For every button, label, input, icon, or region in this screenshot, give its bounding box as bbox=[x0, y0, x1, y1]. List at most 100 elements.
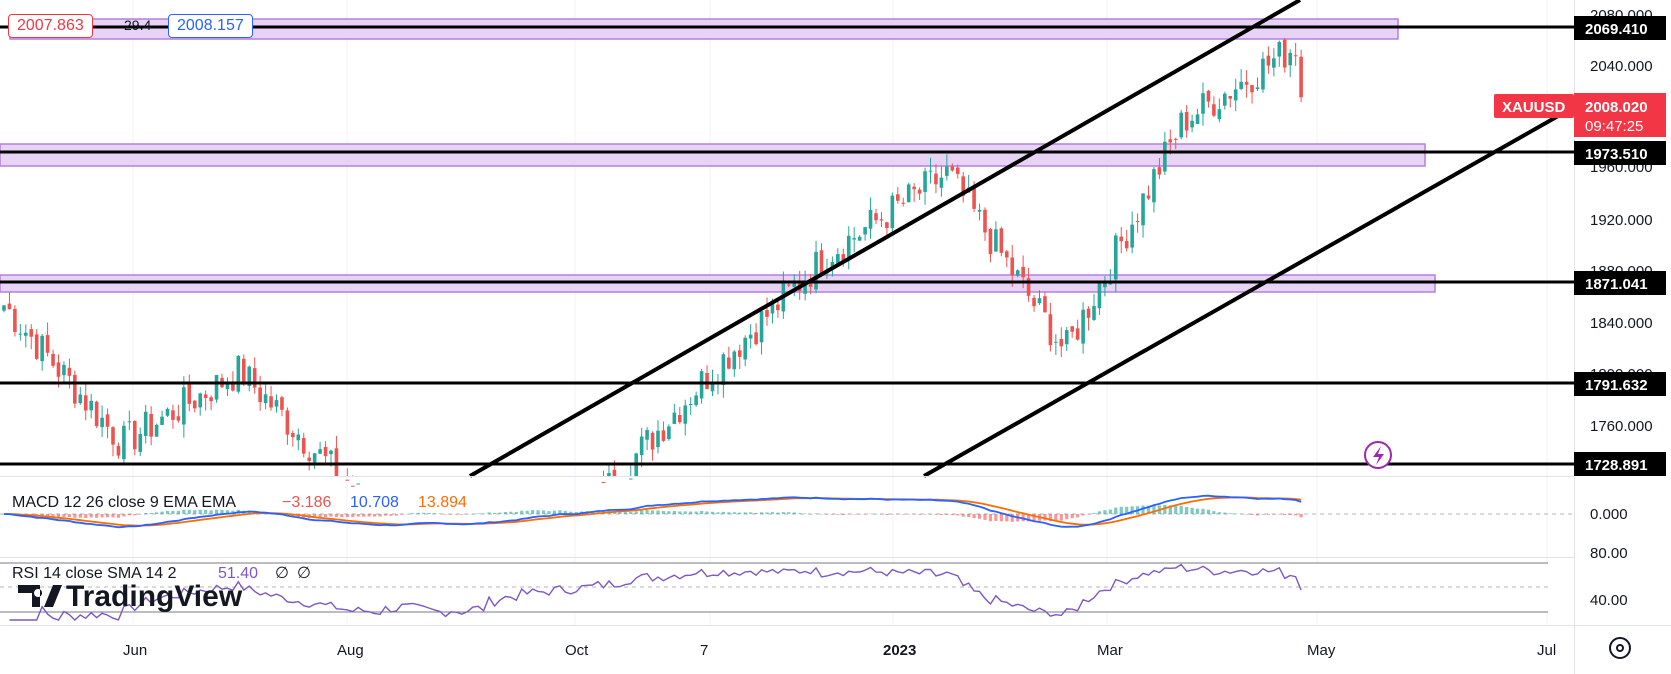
macd-histogram-bar bbox=[318, 514, 322, 518]
candle-body bbox=[1233, 89, 1238, 101]
candle-body bbox=[765, 310, 769, 317]
macd-histogram-bar bbox=[852, 514, 856, 515]
candle-body bbox=[945, 166, 949, 176]
candle-body bbox=[1032, 297, 1036, 307]
macd-histogram-bar bbox=[1283, 514, 1287, 515]
macd-histogram-bar bbox=[78, 514, 82, 518]
candle-body bbox=[1173, 138, 1178, 140]
settings-gear-icon[interactable] bbox=[1609, 637, 1631, 659]
zone-1973 bbox=[0, 143, 1426, 167]
macd-histogram-bar bbox=[1163, 505, 1167, 514]
macd-histogram-bar bbox=[836, 514, 840, 515]
candle-body bbox=[345, 479, 350, 481]
macd-histogram-bar bbox=[443, 514, 448, 515]
candle-body bbox=[1086, 308, 1091, 318]
candle-body bbox=[176, 416, 181, 421]
macd-histogram-bar bbox=[492, 512, 497, 514]
macd-histogram-bar bbox=[683, 511, 687, 514]
current-price-bg bbox=[1574, 93, 1666, 137]
candle-body bbox=[182, 387, 186, 425]
level-label-1871-bg bbox=[1574, 271, 1666, 295]
macd-legend[interactable]: MACD 12 26 close 9 EMA EMA −3.186 10.708… bbox=[12, 494, 467, 511]
macd-histogram-bar bbox=[187, 509, 191, 514]
candle-body bbox=[694, 395, 698, 406]
candle-body bbox=[961, 176, 965, 196]
candle-body bbox=[950, 166, 955, 171]
macd-histogram-bar bbox=[656, 510, 660, 514]
macd-histogram-bar bbox=[994, 514, 998, 521]
price-axis[interactable]: 2080.000 2040.000 1960.000 1920.000 1880… bbox=[1494, 7, 1666, 609]
macd-signal-value: 13.894 bbox=[418, 494, 467, 511]
macd-histogram-bar bbox=[977, 514, 982, 519]
macd-histogram-bar bbox=[1054, 514, 1058, 521]
lightning-icon[interactable] bbox=[1364, 441, 1392, 469]
candle-body bbox=[977, 209, 982, 212]
symbol-tag: XAUUSD bbox=[1502, 99, 1566, 116]
macd-histogram-bar bbox=[127, 514, 131, 516]
candle-body bbox=[1054, 341, 1058, 343]
macd-histogram-bar bbox=[541, 510, 546, 514]
macd-histogram-bar bbox=[716, 512, 720, 514]
macd-histogram-bar bbox=[1010, 514, 1014, 522]
candle-body bbox=[1114, 235, 1118, 280]
rsi-40-label: 40.00 bbox=[1590, 592, 1628, 609]
candle-body bbox=[269, 396, 273, 408]
candle-body bbox=[165, 408, 170, 416]
price-label-1920: 1920.000 bbox=[1590, 212, 1653, 229]
macd-histogram-bar bbox=[770, 512, 775, 514]
macd-histogram-bar bbox=[345, 514, 349, 518]
macd-histogram-bar bbox=[1294, 514, 1298, 516]
macd-histogram-bar bbox=[1195, 508, 1200, 514]
macd-histogram-bar bbox=[950, 514, 954, 516]
candle-body bbox=[1272, 58, 1276, 68]
candle-body bbox=[1201, 93, 1205, 114]
macd-histogram-bar bbox=[841, 514, 845, 516]
candle-body bbox=[356, 483, 361, 485]
candle-body bbox=[236, 356, 241, 392]
macd-histogram-bar bbox=[1239, 513, 1243, 515]
macd-histogram-bar bbox=[323, 514, 328, 518]
macd-histogram-bar bbox=[749, 512, 753, 514]
macd-histogram-bar bbox=[1234, 513, 1238, 515]
candle-body bbox=[1282, 39, 1287, 68]
macd-histogram-bar bbox=[454, 514, 458, 515]
macd-histogram-bar bbox=[1201, 508, 1205, 514]
candle-body bbox=[100, 417, 104, 428]
macd-histogram-bar bbox=[809, 514, 813, 515]
macd-histogram-bar bbox=[896, 514, 900, 515]
macd-histogram-bar bbox=[1130, 506, 1134, 514]
candle-body bbox=[748, 334, 753, 339]
rsi-legend[interactable]: RSI 14 close SMA 14 2 51.40 ∅ ∅ bbox=[12, 565, 311, 582]
candle-body bbox=[29, 329, 34, 337]
bid-price-box[interactable]: 2007.863 bbox=[8, 14, 93, 38]
candle-body bbox=[247, 366, 252, 386]
candle-body bbox=[754, 332, 758, 345]
candle-body bbox=[1146, 195, 1151, 199]
macd-histogram-bar bbox=[231, 510, 235, 514]
candle-body bbox=[1277, 41, 1282, 57]
macd-histogram-bar bbox=[667, 511, 671, 514]
macd-histogram-bar bbox=[1146, 505, 1151, 514]
macd-histogram-bar bbox=[743, 512, 747, 514]
macd-histogram-bar bbox=[1168, 505, 1172, 514]
candle-body bbox=[1190, 120, 1194, 128]
macd-histogram-bar bbox=[356, 514, 360, 517]
ask-price-box[interactable]: 2008.157 bbox=[168, 14, 253, 38]
macd-histogram-bar bbox=[498, 512, 502, 514]
macd-histogram-bar bbox=[1027, 514, 1031, 522]
time-label-mar: Mar bbox=[1097, 642, 1123, 659]
candle-body bbox=[318, 449, 322, 454]
macd-histogram-bar bbox=[759, 512, 764, 514]
macd-histogram-bar bbox=[291, 514, 295, 518]
candle-body bbox=[214, 375, 219, 400]
candle-body bbox=[1266, 55, 1271, 66]
trend-channel[interactable] bbox=[469, 0, 1575, 478]
candle-body bbox=[154, 424, 159, 437]
candle-body bbox=[770, 300, 775, 314]
candle-body bbox=[639, 436, 644, 456]
candle-body bbox=[683, 405, 688, 424]
candle-body bbox=[1195, 114, 1200, 125]
macd-histogram-bar bbox=[1255, 514, 1260, 516]
time-axis[interactable]: Jun Aug Oct 7 2023 Mar May Jul bbox=[123, 642, 1556, 659]
